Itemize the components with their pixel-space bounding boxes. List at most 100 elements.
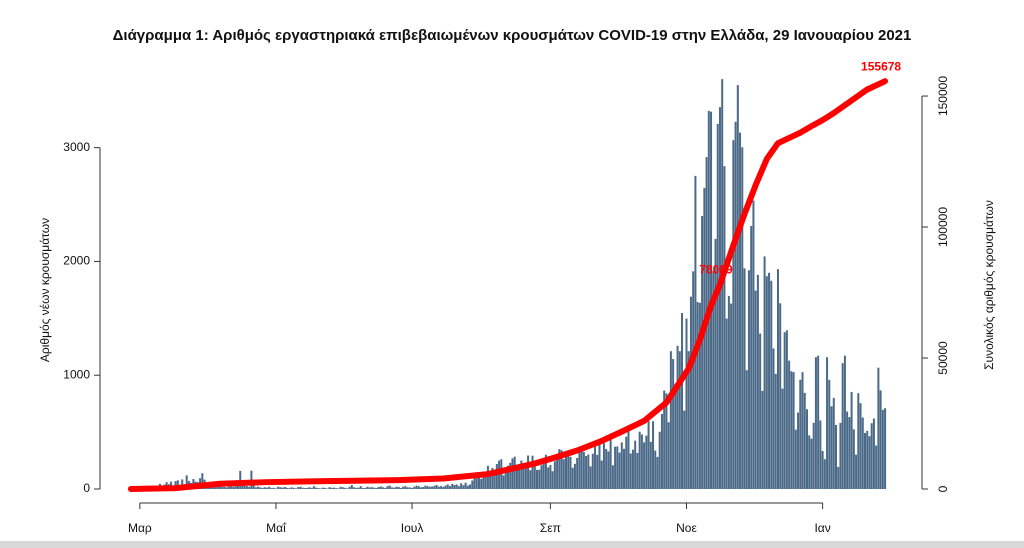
- bar: [515, 468, 518, 489]
- bar: [315, 487, 318, 489]
- x-tick-label: Μαΐ: [266, 521, 287, 535]
- bar: [792, 372, 795, 489]
- bar: [464, 482, 467, 489]
- bar: [754, 290, 757, 489]
- bar: [725, 318, 728, 489]
- bar: [616, 446, 619, 489]
- bar: [727, 295, 730, 489]
- bar: [321, 487, 324, 489]
- bar: [348, 486, 351, 489]
- bar: [689, 296, 692, 489]
- bar: [221, 486, 224, 489]
- bar: [665, 393, 668, 489]
- bar: [540, 465, 543, 489]
- bar: [823, 459, 826, 489]
- bar: [770, 280, 773, 489]
- bar: [611, 465, 614, 489]
- bar: [676, 345, 679, 489]
- bar: [460, 483, 463, 489]
- bar: [551, 471, 554, 489]
- bar: [214, 485, 217, 489]
- bar: [382, 487, 385, 489]
- bar: [397, 486, 400, 489]
- bar: [544, 454, 547, 489]
- bar: [364, 487, 367, 489]
- bar: [678, 351, 681, 489]
- x-tick-label: Μαρ: [128, 521, 152, 535]
- window-edge: [0, 541, 1024, 548]
- bar: [527, 455, 530, 489]
- bar: [484, 471, 487, 489]
- bar: [317, 488, 320, 489]
- bar: [832, 397, 835, 489]
- bar: [605, 448, 608, 489]
- bar: [361, 488, 364, 489]
- bar: [417, 486, 420, 489]
- bar: [368, 487, 371, 489]
- bar: [419, 487, 422, 489]
- bar: [841, 363, 844, 489]
- bar: [739, 132, 742, 489]
- bar: [734, 121, 737, 489]
- bar: [852, 429, 855, 489]
- bar: [663, 390, 666, 489]
- bar: [185, 475, 188, 489]
- bar: [520, 460, 523, 489]
- bar: [359, 486, 362, 489]
- bar: [469, 484, 472, 489]
- bar: [596, 454, 599, 489]
- bar: [404, 486, 407, 489]
- bar: [614, 446, 617, 489]
- bar: [576, 457, 579, 489]
- bar: [457, 486, 460, 489]
- bar: [638, 431, 641, 489]
- data-label: 155678: [861, 59, 901, 73]
- bar: [692, 271, 695, 489]
- bar: [402, 486, 405, 489]
- bar: [846, 411, 849, 489]
- bar: [877, 367, 880, 489]
- bar: [765, 276, 768, 489]
- bar: [435, 485, 438, 489]
- bar: [750, 226, 753, 490]
- bar: [830, 406, 833, 489]
- x-tick-label: Ιουλ: [401, 521, 424, 535]
- bar: [219, 486, 222, 489]
- bar: [808, 435, 811, 489]
- bar: [562, 459, 565, 489]
- bar: [393, 487, 396, 489]
- y2-tick-label: 50000: [936, 341, 950, 375]
- bar: [658, 431, 661, 489]
- bar: [848, 417, 851, 489]
- bar: [881, 409, 884, 489]
- bar: [714, 238, 717, 489]
- bar: [779, 303, 782, 489]
- bar: [761, 390, 764, 489]
- bar: [413, 486, 416, 489]
- bar: [522, 467, 525, 489]
- bar: [491, 467, 494, 489]
- bar: [498, 460, 501, 489]
- x-tick-label: Σεπ: [540, 521, 561, 535]
- bar: [308, 487, 311, 489]
- bar: [768, 272, 771, 489]
- bar: [373, 487, 376, 489]
- bar: [602, 443, 605, 489]
- bar: [330, 487, 333, 489]
- bar: [332, 487, 335, 489]
- bar: [805, 409, 808, 489]
- cumulative-line: [127, 78, 889, 492]
- bar: [565, 453, 568, 489]
- bar: [625, 436, 628, 489]
- bar: [440, 486, 443, 489]
- bar: [370, 487, 373, 489]
- bar: [379, 486, 382, 489]
- bar: [473, 477, 476, 489]
- bar: [375, 487, 378, 489]
- bar: [422, 486, 425, 489]
- bar: [245, 486, 248, 489]
- bar: [283, 486, 286, 489]
- bar: [266, 487, 269, 489]
- bar: [799, 379, 802, 489]
